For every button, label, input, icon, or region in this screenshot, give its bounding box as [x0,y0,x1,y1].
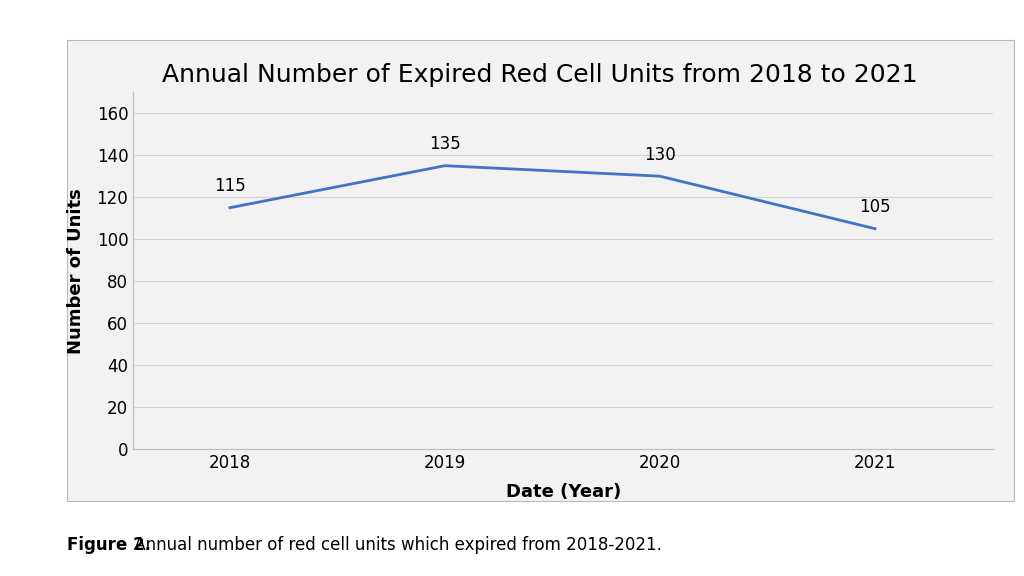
Text: 135: 135 [429,135,461,153]
Y-axis label: Number of Units: Number of Units [68,188,85,354]
Text: Annual number of red cell units which expired from 2018-2021.: Annual number of red cell units which ex… [129,536,662,554]
Text: 115: 115 [214,177,246,195]
Text: Annual Number of Expired Red Cell Units from 2018 to 2021: Annual Number of Expired Red Cell Units … [163,63,918,88]
Text: 130: 130 [644,146,676,164]
Text: 105: 105 [859,198,891,216]
Text: Figure 2.: Figure 2. [67,536,151,554]
X-axis label: Date (Year): Date (Year) [506,483,621,501]
